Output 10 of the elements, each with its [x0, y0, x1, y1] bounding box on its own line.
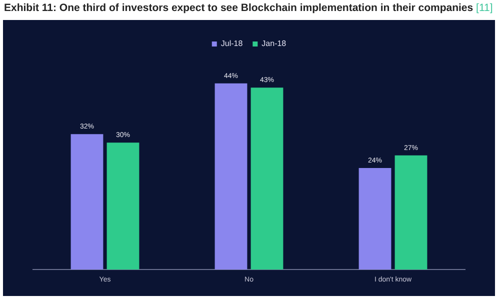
bar	[106, 142, 140, 270]
bar	[250, 88, 284, 270]
bar	[394, 155, 428, 270]
bar	[214, 83, 248, 270]
legend-label: Jan-18	[262, 39, 287, 48]
bar	[358, 168, 392, 270]
bar	[70, 134, 104, 270]
chart-title: Exhibit 11: One third of investors expect to see Blockchain implementation in their companies	[4, 2, 474, 14]
legend-label: Jul-18	[220, 39, 244, 48]
text: [11]	[475, 2, 493, 14]
